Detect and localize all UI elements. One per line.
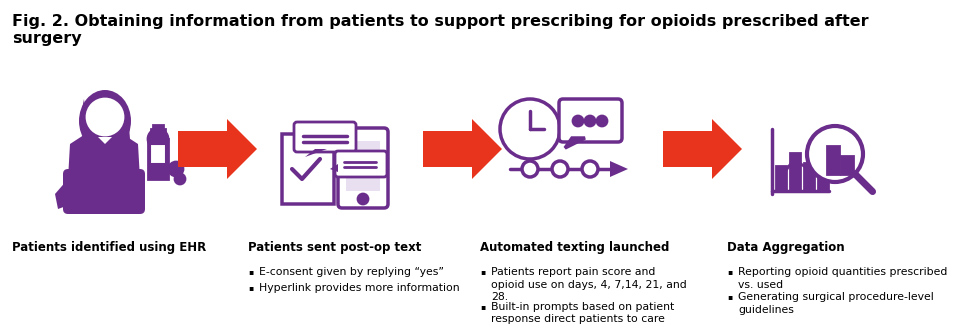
Ellipse shape [79,90,131,152]
Polygon shape [423,119,502,179]
Text: ▪: ▪ [480,267,486,276]
Text: Patients sent post-op text: Patients sent post-op text [248,241,421,254]
FancyBboxPatch shape [294,122,356,152]
Bar [153,125,163,130]
Polygon shape [68,131,140,179]
Circle shape [169,162,183,176]
Polygon shape [178,119,257,179]
Polygon shape [330,164,338,172]
Text: ▪: ▪ [727,267,732,276]
Bar [804,163,814,191]
Text: Hyperlink provides more information: Hyperlink provides more information [259,283,459,293]
Circle shape [573,116,583,126]
Bar [346,141,380,191]
Text: Patients identified using EHR: Patients identified using EHR [12,241,207,254]
Text: Generating surgical procedure-level
guidelines: Generating surgical procedure-level guid… [738,292,934,315]
Polygon shape [98,137,112,144]
Text: Data Aggregation: Data Aggregation [727,241,844,254]
Bar [148,139,168,179]
Text: ▪: ▪ [248,267,254,276]
Polygon shape [565,138,585,148]
Bar [150,144,166,164]
Text: Fig. 2. Obtaining information from patients to support prescribing for opioids p: Fig. 2. Obtaining information from patie… [12,14,869,46]
Circle shape [582,161,598,177]
Text: Reporting opioid quantities prescribed
vs. used: Reporting opioid quantities prescribed v… [738,267,948,290]
Polygon shape [282,134,334,204]
Polygon shape [610,161,628,177]
Text: Automated texting launched: Automated texting launched [480,241,670,254]
Text: ▪: ▪ [727,292,732,301]
Polygon shape [55,179,75,209]
Circle shape [175,174,185,184]
Polygon shape [663,119,742,179]
Circle shape [597,116,607,126]
Polygon shape [80,99,95,144]
Text: ▪: ▪ [248,283,254,292]
Bar [776,166,786,191]
Polygon shape [322,134,334,146]
Circle shape [500,99,560,159]
Text: E-consent given by replying “yes”: E-consent given by replying “yes” [259,267,444,277]
Text: Patients report pain score and
opioid use on days, 4, 7,14, 21, and
28.: Patients report pain score and opioid us… [491,267,686,302]
Circle shape [358,194,368,204]
Polygon shape [565,138,585,148]
Circle shape [552,161,568,177]
Polygon shape [305,149,327,157]
FancyBboxPatch shape [63,169,145,214]
FancyBboxPatch shape [559,99,622,142]
Bar [151,129,165,139]
Polygon shape [116,114,130,144]
Circle shape [148,129,168,149]
Circle shape [87,99,123,135]
FancyBboxPatch shape [338,128,388,208]
Bar [790,153,800,191]
Text: Built-in prompts based on patient
response direct patients to care
team (e.g., h: Built-in prompts based on patient respon… [491,302,675,324]
Circle shape [807,126,863,182]
Text: ▪: ▪ [480,302,486,311]
FancyBboxPatch shape [335,151,387,177]
Bar [827,146,839,174]
Circle shape [522,161,538,177]
Bar [818,141,828,191]
Circle shape [585,116,595,126]
Bar [841,156,853,174]
